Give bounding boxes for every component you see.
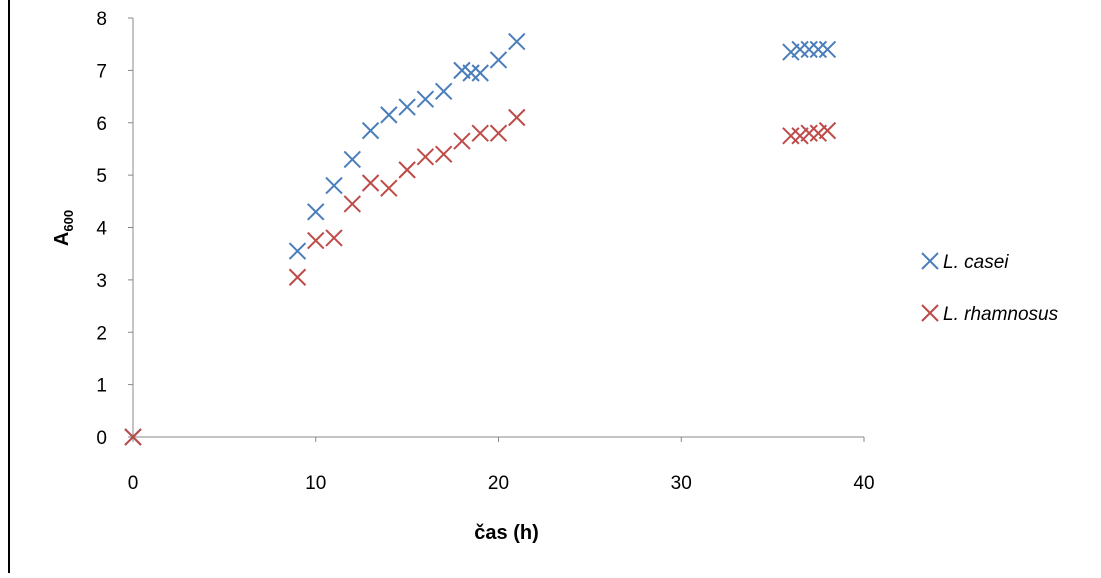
y-axis-title-main: A [51, 232, 73, 246]
legend-item: L. rhamnosus [921, 304, 1059, 325]
data-point [380, 179, 398, 197]
y-tick-label: 1 [96, 376, 107, 397]
y-tick-label: 5 [96, 166, 107, 187]
data-point [380, 106, 398, 124]
data-point [325, 229, 343, 247]
data-point [791, 40, 809, 59]
y-tick-label: 6 [96, 114, 107, 135]
data-point [307, 231, 325, 250]
data-point [343, 195, 362, 213]
y-axis-title: A600 [51, 210, 76, 246]
data-point [818, 40, 837, 59]
data-point [782, 127, 800, 145]
x-tick-label: 40 [853, 473, 874, 494]
data-point [416, 90, 435, 108]
data-point [288, 242, 307, 260]
data-point [288, 268, 307, 286]
data-point [307, 203, 325, 221]
data-point [361, 121, 380, 140]
legend-marker [921, 252, 939, 270]
data-point [489, 124, 508, 142]
x-tick-label: 10 [305, 473, 326, 494]
data-point [809, 40, 828, 59]
legend-label: L. rhamnosus [943, 304, 1059, 325]
series-l-casei [124, 32, 837, 446]
data-point [800, 40, 818, 59]
y-tick-label: 2 [96, 323, 107, 344]
legend-label: L. casei [943, 252, 1009, 273]
series-l-rhamnosus [124, 108, 837, 446]
data-point [416, 148, 435, 166]
data-point [361, 174, 380, 192]
data-point [434, 82, 453, 101]
y-tick-label: 3 [96, 271, 107, 292]
x-axis-title: čas (h) [474, 522, 538, 544]
y-tick-label: 4 [96, 219, 107, 240]
x-tick-label: 0 [128, 473, 139, 494]
legend-item: L. casei [921, 252, 1009, 273]
data-point [398, 161, 416, 179]
data-point [343, 150, 362, 169]
data-point [325, 176, 343, 195]
x-tick-label: 30 [671, 473, 692, 494]
data-point [508, 108, 526, 127]
x-tick-label: 20 [488, 473, 509, 494]
data-point [471, 64, 489, 82]
data-point [800, 124, 818, 142]
legend-marker [921, 304, 939, 322]
data-point [818, 121, 837, 140]
data-point [398, 98, 416, 116]
y-axis-title-subscript: 600 [61, 210, 76, 232]
data-point [453, 132, 471, 150]
data-point [462, 64, 480, 82]
y-tick-label: 7 [96, 61, 107, 82]
data-point [471, 124, 489, 142]
y-tick-label: 0 [96, 428, 107, 449]
data-point [489, 51, 508, 69]
data-point [508, 32, 526, 51]
data-point [434, 145, 453, 163]
data-point [124, 428, 142, 446]
y-tick-label: 8 [96, 9, 107, 30]
